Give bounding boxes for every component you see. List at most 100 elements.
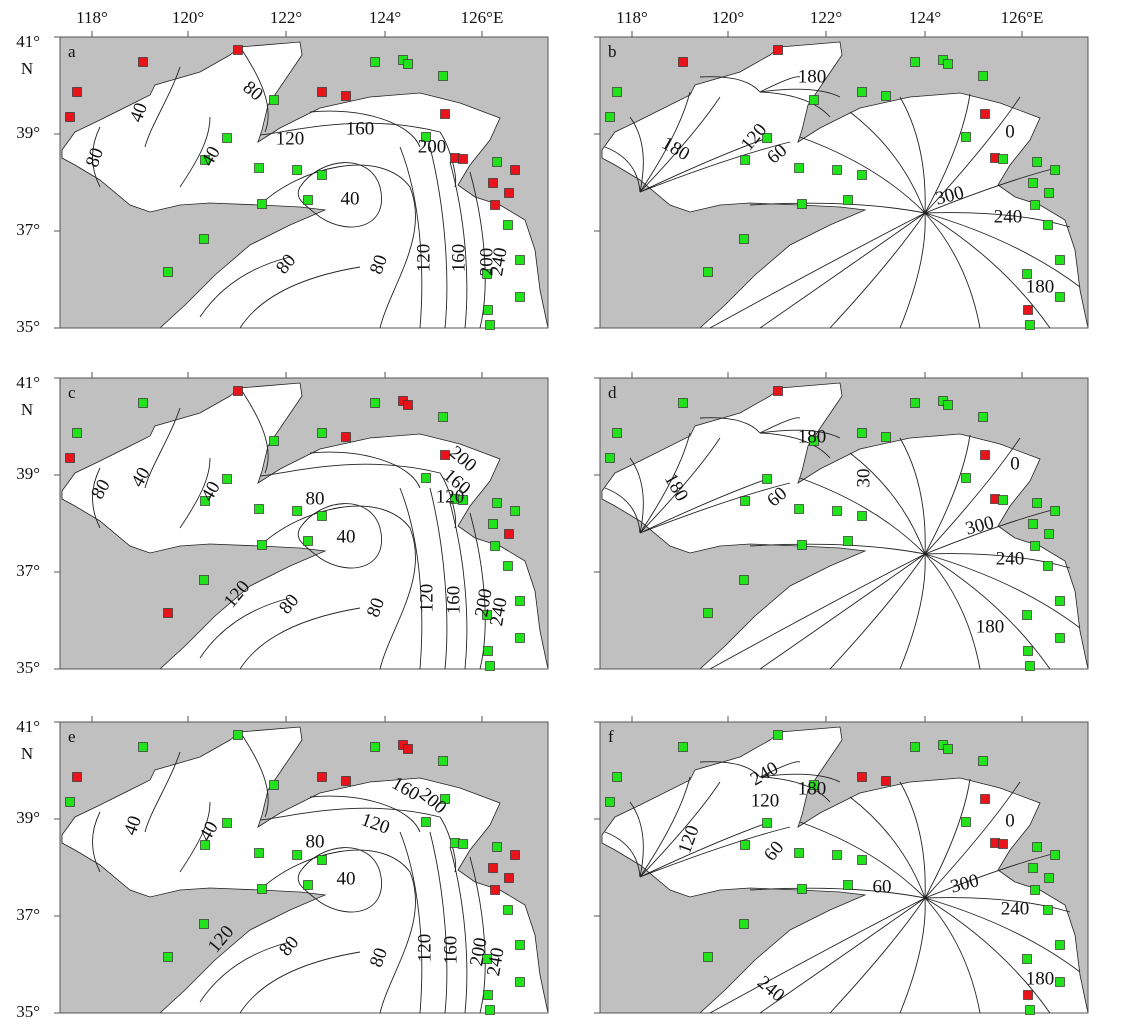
station xyxy=(704,953,713,962)
station xyxy=(740,235,749,244)
station xyxy=(911,58,920,67)
panel-letter: a xyxy=(68,42,76,61)
station xyxy=(858,88,867,97)
station xyxy=(613,88,622,97)
y-tick-label: 39° xyxy=(16,808,40,827)
station xyxy=(318,88,327,97)
station xyxy=(795,164,804,173)
station xyxy=(441,110,450,119)
y-tick-label: 39° xyxy=(16,464,40,483)
station xyxy=(342,92,351,101)
station xyxy=(505,530,514,539)
station xyxy=(740,576,749,585)
station xyxy=(999,496,1008,505)
map-panel: 80408040120160200408012016020024080a118°… xyxy=(16,8,548,336)
station xyxy=(258,200,267,209)
station xyxy=(606,798,615,807)
station xyxy=(1056,978,1065,987)
station xyxy=(1024,991,1033,1000)
sea-map xyxy=(60,37,548,328)
x-tick-label: 126°E xyxy=(461,8,504,27)
station xyxy=(164,268,173,277)
station xyxy=(962,818,971,827)
station xyxy=(1051,507,1060,516)
contour-label: 180 xyxy=(976,616,1005,637)
station xyxy=(255,505,264,514)
contour-label: 30 xyxy=(853,469,874,488)
station xyxy=(798,541,807,550)
y-tick-label: 37° xyxy=(16,561,40,580)
station xyxy=(740,920,749,929)
map-panel: 24012018012060060300240180240f xyxy=(594,716,1088,1015)
station xyxy=(200,235,209,244)
station xyxy=(1033,499,1042,508)
panel-letter: d xyxy=(608,383,617,402)
station xyxy=(1044,221,1053,230)
station xyxy=(342,777,351,786)
station xyxy=(270,781,279,790)
station xyxy=(1033,843,1042,852)
map-panel: 404020016012080408012016020024012080e41°… xyxy=(16,716,548,1021)
contour-label: 120 xyxy=(414,934,435,963)
station xyxy=(944,401,953,410)
station xyxy=(858,856,867,865)
contour-label: 120 xyxy=(751,790,780,811)
station xyxy=(981,110,990,119)
station xyxy=(486,321,495,330)
x-tick-label: 122° xyxy=(270,8,302,27)
x-tick-label: 124° xyxy=(369,8,401,27)
x-tick-label: 120° xyxy=(172,8,204,27)
y-tick-label: 37° xyxy=(16,905,40,924)
x-tick-label: 120° xyxy=(712,8,744,27)
station xyxy=(439,413,448,422)
station xyxy=(1024,647,1033,656)
station xyxy=(516,597,525,606)
station xyxy=(679,743,688,752)
station xyxy=(304,881,313,890)
station xyxy=(270,96,279,105)
station xyxy=(795,505,804,514)
station xyxy=(139,743,148,752)
contour-label: 180 xyxy=(798,66,827,87)
contour-label: 60 xyxy=(873,876,892,897)
station xyxy=(763,475,772,484)
station xyxy=(1029,520,1038,529)
station xyxy=(911,399,920,408)
station xyxy=(493,158,502,167)
x-tick-label: 122° xyxy=(810,8,842,27)
panel-letter: f xyxy=(608,727,614,746)
station xyxy=(1045,189,1054,198)
north-label: N xyxy=(21,400,33,419)
station xyxy=(504,221,513,230)
station xyxy=(489,179,498,188)
y-tick-label: 41° xyxy=(16,717,40,736)
station xyxy=(371,743,380,752)
sea-map xyxy=(600,722,1088,1013)
contour-label: 160 xyxy=(346,118,375,139)
station xyxy=(293,851,302,860)
station xyxy=(704,609,713,618)
station xyxy=(844,881,853,890)
station xyxy=(404,401,413,410)
station xyxy=(999,840,1008,849)
station xyxy=(223,134,232,143)
station xyxy=(66,798,75,807)
station xyxy=(962,133,971,142)
station xyxy=(484,647,493,656)
station xyxy=(1024,306,1033,315)
station xyxy=(1044,562,1053,571)
station xyxy=(1026,662,1035,671)
station xyxy=(613,429,622,438)
figure: 80408040120160200408012016020024080a118°… xyxy=(0,0,1121,1027)
station xyxy=(979,72,988,81)
station xyxy=(486,662,495,671)
contour-label: 120 xyxy=(413,244,434,273)
station xyxy=(833,507,842,516)
page: 80408040120160200408012016020024080a118°… xyxy=(0,0,1121,1027)
contour-label: 180 xyxy=(1026,276,1055,297)
north-label: N xyxy=(21,59,33,78)
station xyxy=(774,387,783,396)
contour-label: 200 xyxy=(418,136,447,157)
station xyxy=(258,541,267,550)
